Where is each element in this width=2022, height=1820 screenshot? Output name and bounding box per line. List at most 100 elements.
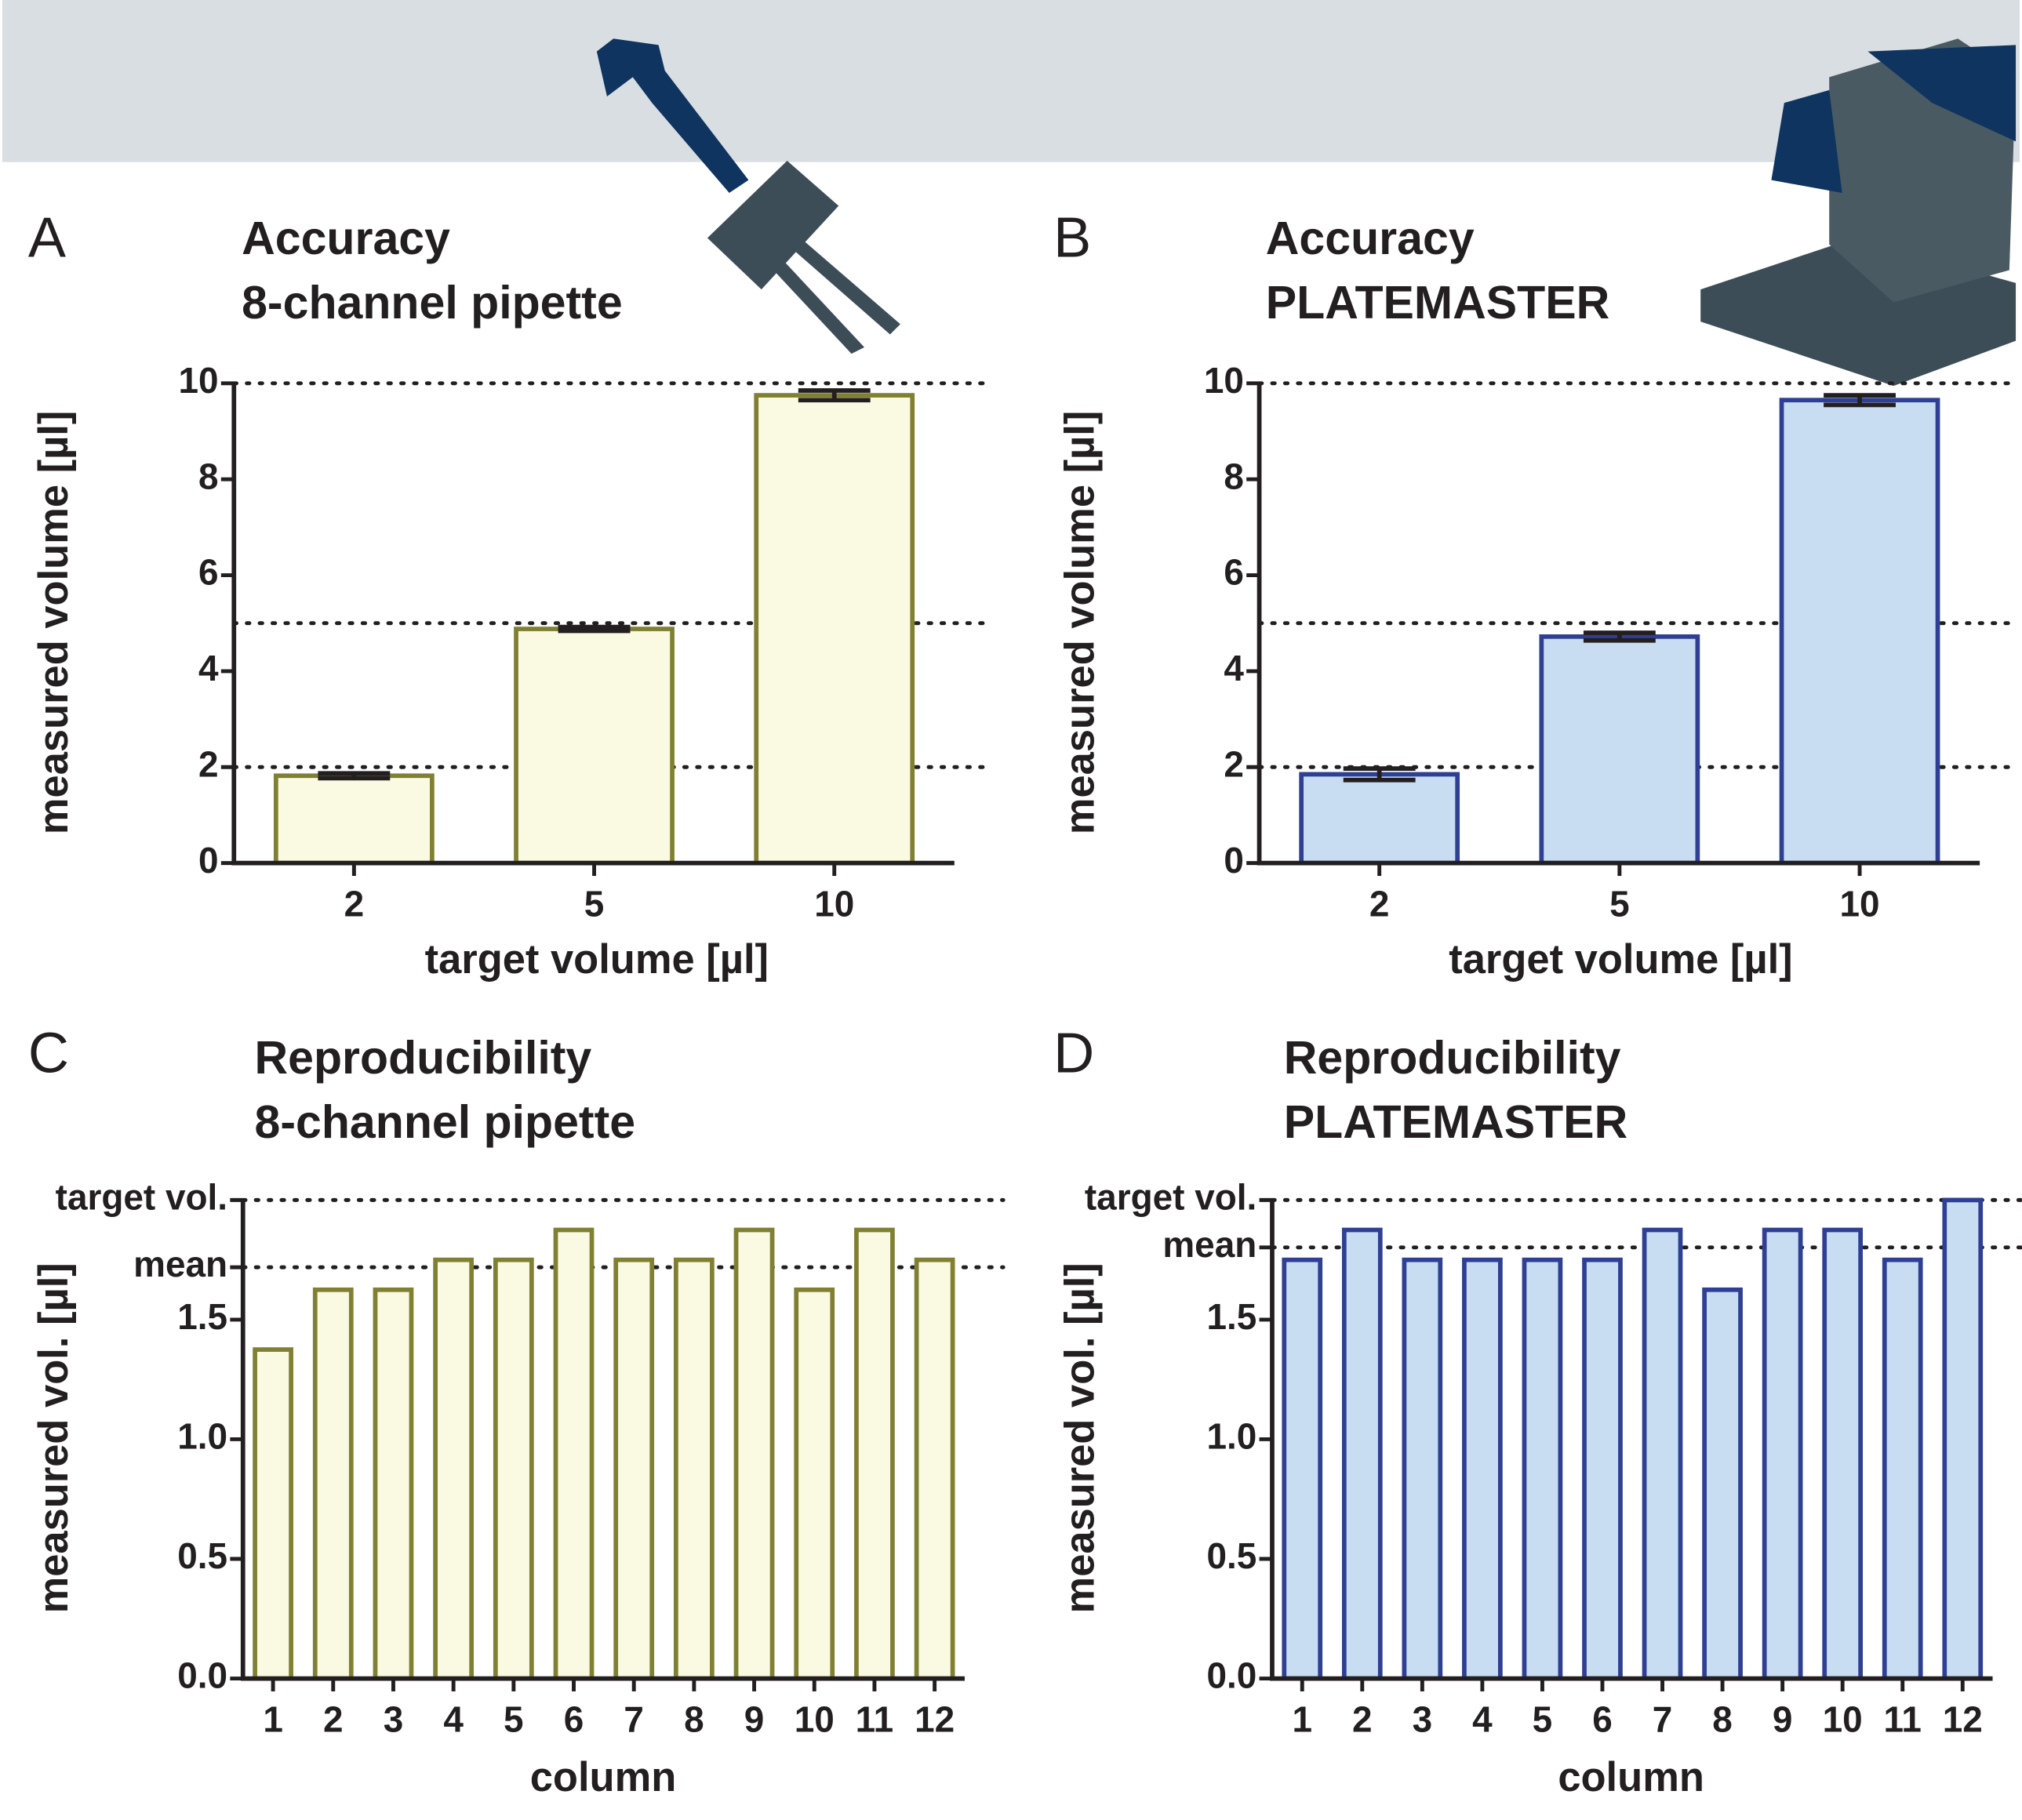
bar [1704,1290,1740,1679]
y-axis-label: measured vol. [µl] [1057,1262,1104,1613]
panel-label: D [1053,1022,1094,1084]
x-tick-label: 10 [795,1698,835,1739]
y-tick-label: 4 [1224,648,1244,688]
bar [1301,774,1457,863]
bar [516,629,672,863]
chart-title: Reproducibility [255,1032,592,1084]
x-tick-label: 2 [344,884,365,925]
y-tick-label: 0.5 [177,1535,227,1576]
x-tick-label: 8 [684,1698,704,1739]
bar [1404,1260,1440,1679]
x-tick-label: 6 [564,1698,584,1739]
bar [276,776,432,863]
x-tick-label: 7 [624,1698,644,1739]
y-tick-label: 8 [1224,456,1244,496]
y-tick-label: 1.5 [177,1296,227,1337]
x-tick-label: 1 [1292,1698,1312,1739]
y-tick-label: 10 [1204,360,1244,401]
bar [1464,1260,1500,1679]
x-tick-label: 8 [1712,1698,1733,1739]
chart-subtitle: PLATEMASTER [1266,277,1609,329]
bar [496,1260,532,1679]
chart-title: Accuracy [242,213,450,264]
chart-title: Reproducibility [1284,1032,1621,1084]
x-tick-label: 5 [1609,884,1630,925]
y-tick-label: 0.0 [177,1655,227,1696]
bar [1541,637,1697,863]
x-tick-label: 3 [384,1698,404,1739]
bar [1824,1230,1860,1679]
y-axis-label: measured volume [µl] [31,411,77,835]
panel-label: C [28,1022,69,1084]
y-tick-label: 10 [179,360,219,401]
bar [1645,1230,1681,1679]
x-tick-label: 5 [1533,1698,1553,1739]
chart-title: Accuracy [1266,213,1475,264]
x-tick-label: 10 [1840,884,1880,925]
x-axis-label: column [1558,1754,1704,1800]
bar [1344,1230,1380,1679]
bar [375,1290,411,1679]
bar [736,1230,773,1679]
y-axis-label: measured vol. [µl] [31,1262,77,1613]
bar [616,1260,652,1679]
bar [756,395,912,863]
x-tick-label: 11 [856,1698,894,1739]
x-axis-label: target volume [µl] [425,936,769,983]
bar [315,1290,351,1679]
x-axis-label: column [530,1754,677,1800]
error-bar-line [558,627,631,631]
x-tick-label: 2 [323,1698,344,1739]
x-tick-label: 4 [1472,1698,1493,1739]
y-tick-label: 6 [1224,552,1244,593]
y-tick-label: mean [133,1244,227,1284]
y-tick-label: mean [1162,1224,1256,1265]
bar [676,1260,712,1679]
x-tick-label: 12 [915,1698,955,1739]
x-tick-label: 10 [814,884,854,925]
y-tick-label: 0 [198,840,219,881]
panel-label: A [28,206,66,269]
x-tick-label: 2 [1369,884,1390,925]
chart-subtitle: 8-channel pipette [255,1096,636,1148]
y-axis-label: measured volume [µl] [1057,411,1104,835]
x-tick-label: 9 [744,1698,765,1739]
y-tick-label: 1.0 [177,1416,227,1457]
x-tick-label: 3 [1413,1698,1433,1739]
y-tick-label: 8 [198,456,219,496]
bar [1765,1230,1801,1679]
panel-label: B [1053,206,1091,269]
bar [435,1260,471,1679]
bar [1524,1260,1560,1679]
bar [856,1230,893,1679]
y-tick-label: 1.0 [1206,1416,1256,1457]
chart-subtitle: 8-channel pipette [242,277,623,329]
bar [556,1230,592,1679]
bar [1944,1200,1980,1678]
y-tick-label: 0 [1224,840,1244,881]
x-axis-label: target volume [µl] [1449,936,1792,983]
x-tick-label: 11 [1883,1698,1922,1739]
x-tick-label: 5 [504,1698,524,1739]
error-bar [558,627,631,631]
chart-subtitle: PLATEMASTER [1284,1096,1627,1148]
x-tick-label: 12 [1943,1698,1983,1739]
x-tick-label: 6 [1592,1698,1613,1739]
bar [917,1260,953,1679]
bar [1584,1260,1620,1679]
y-tick-label: 0.5 [1206,1535,1256,1576]
bar [1885,1260,1921,1679]
x-tick-label: 7 [1653,1698,1673,1739]
x-tick-label: 5 [584,884,605,925]
x-tick-label: 2 [1352,1698,1373,1739]
bar [1782,400,1938,863]
y-tick-label: 4 [198,648,219,688]
x-tick-label: 4 [443,1698,464,1739]
y-tick-label: target vol. [1085,1177,1256,1218]
figure: A Accuracy 8-channel pipette measured volum… [0,0,2022,1820]
bar [1284,1260,1320,1679]
y-tick-label: 2 [198,743,219,784]
x-tick-label: 9 [1773,1698,1793,1739]
bar [796,1290,832,1679]
y-tick-label: target vol. [56,1177,227,1218]
